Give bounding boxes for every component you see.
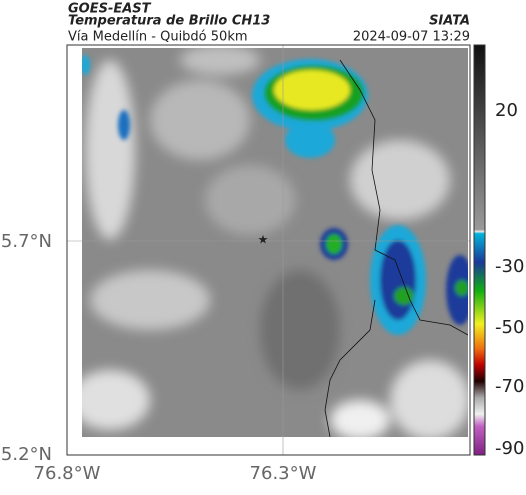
colorbar-tick: -90 [495,438,524,459]
colorbar-tick: 20 [495,100,518,121]
colorbar-tick: -70 [495,376,524,397]
source: SIATA [429,14,470,29]
lon-tick: 76.3°W [250,463,317,484]
satellite: GOES-EAST [68,2,152,17]
lat-tick: 5.7°N [1,231,52,252]
datetime: 2024-09-07 13:29 [353,30,470,45]
colorbar-tick: -30 [495,256,524,277]
lat-tick: 5.2°N [1,444,52,465]
satellite-image [82,48,468,437]
lon-tick: 76.8°W [34,463,101,484]
colorbar-tick: -50 [495,317,524,338]
colorbar [473,44,486,456]
product: Temperatura de Brillo CH13 [68,14,270,29]
location-marker: ★ [258,233,269,247]
map-frame [66,44,471,456]
route: Vía Medellín - Quibdó 50km [68,30,248,45]
